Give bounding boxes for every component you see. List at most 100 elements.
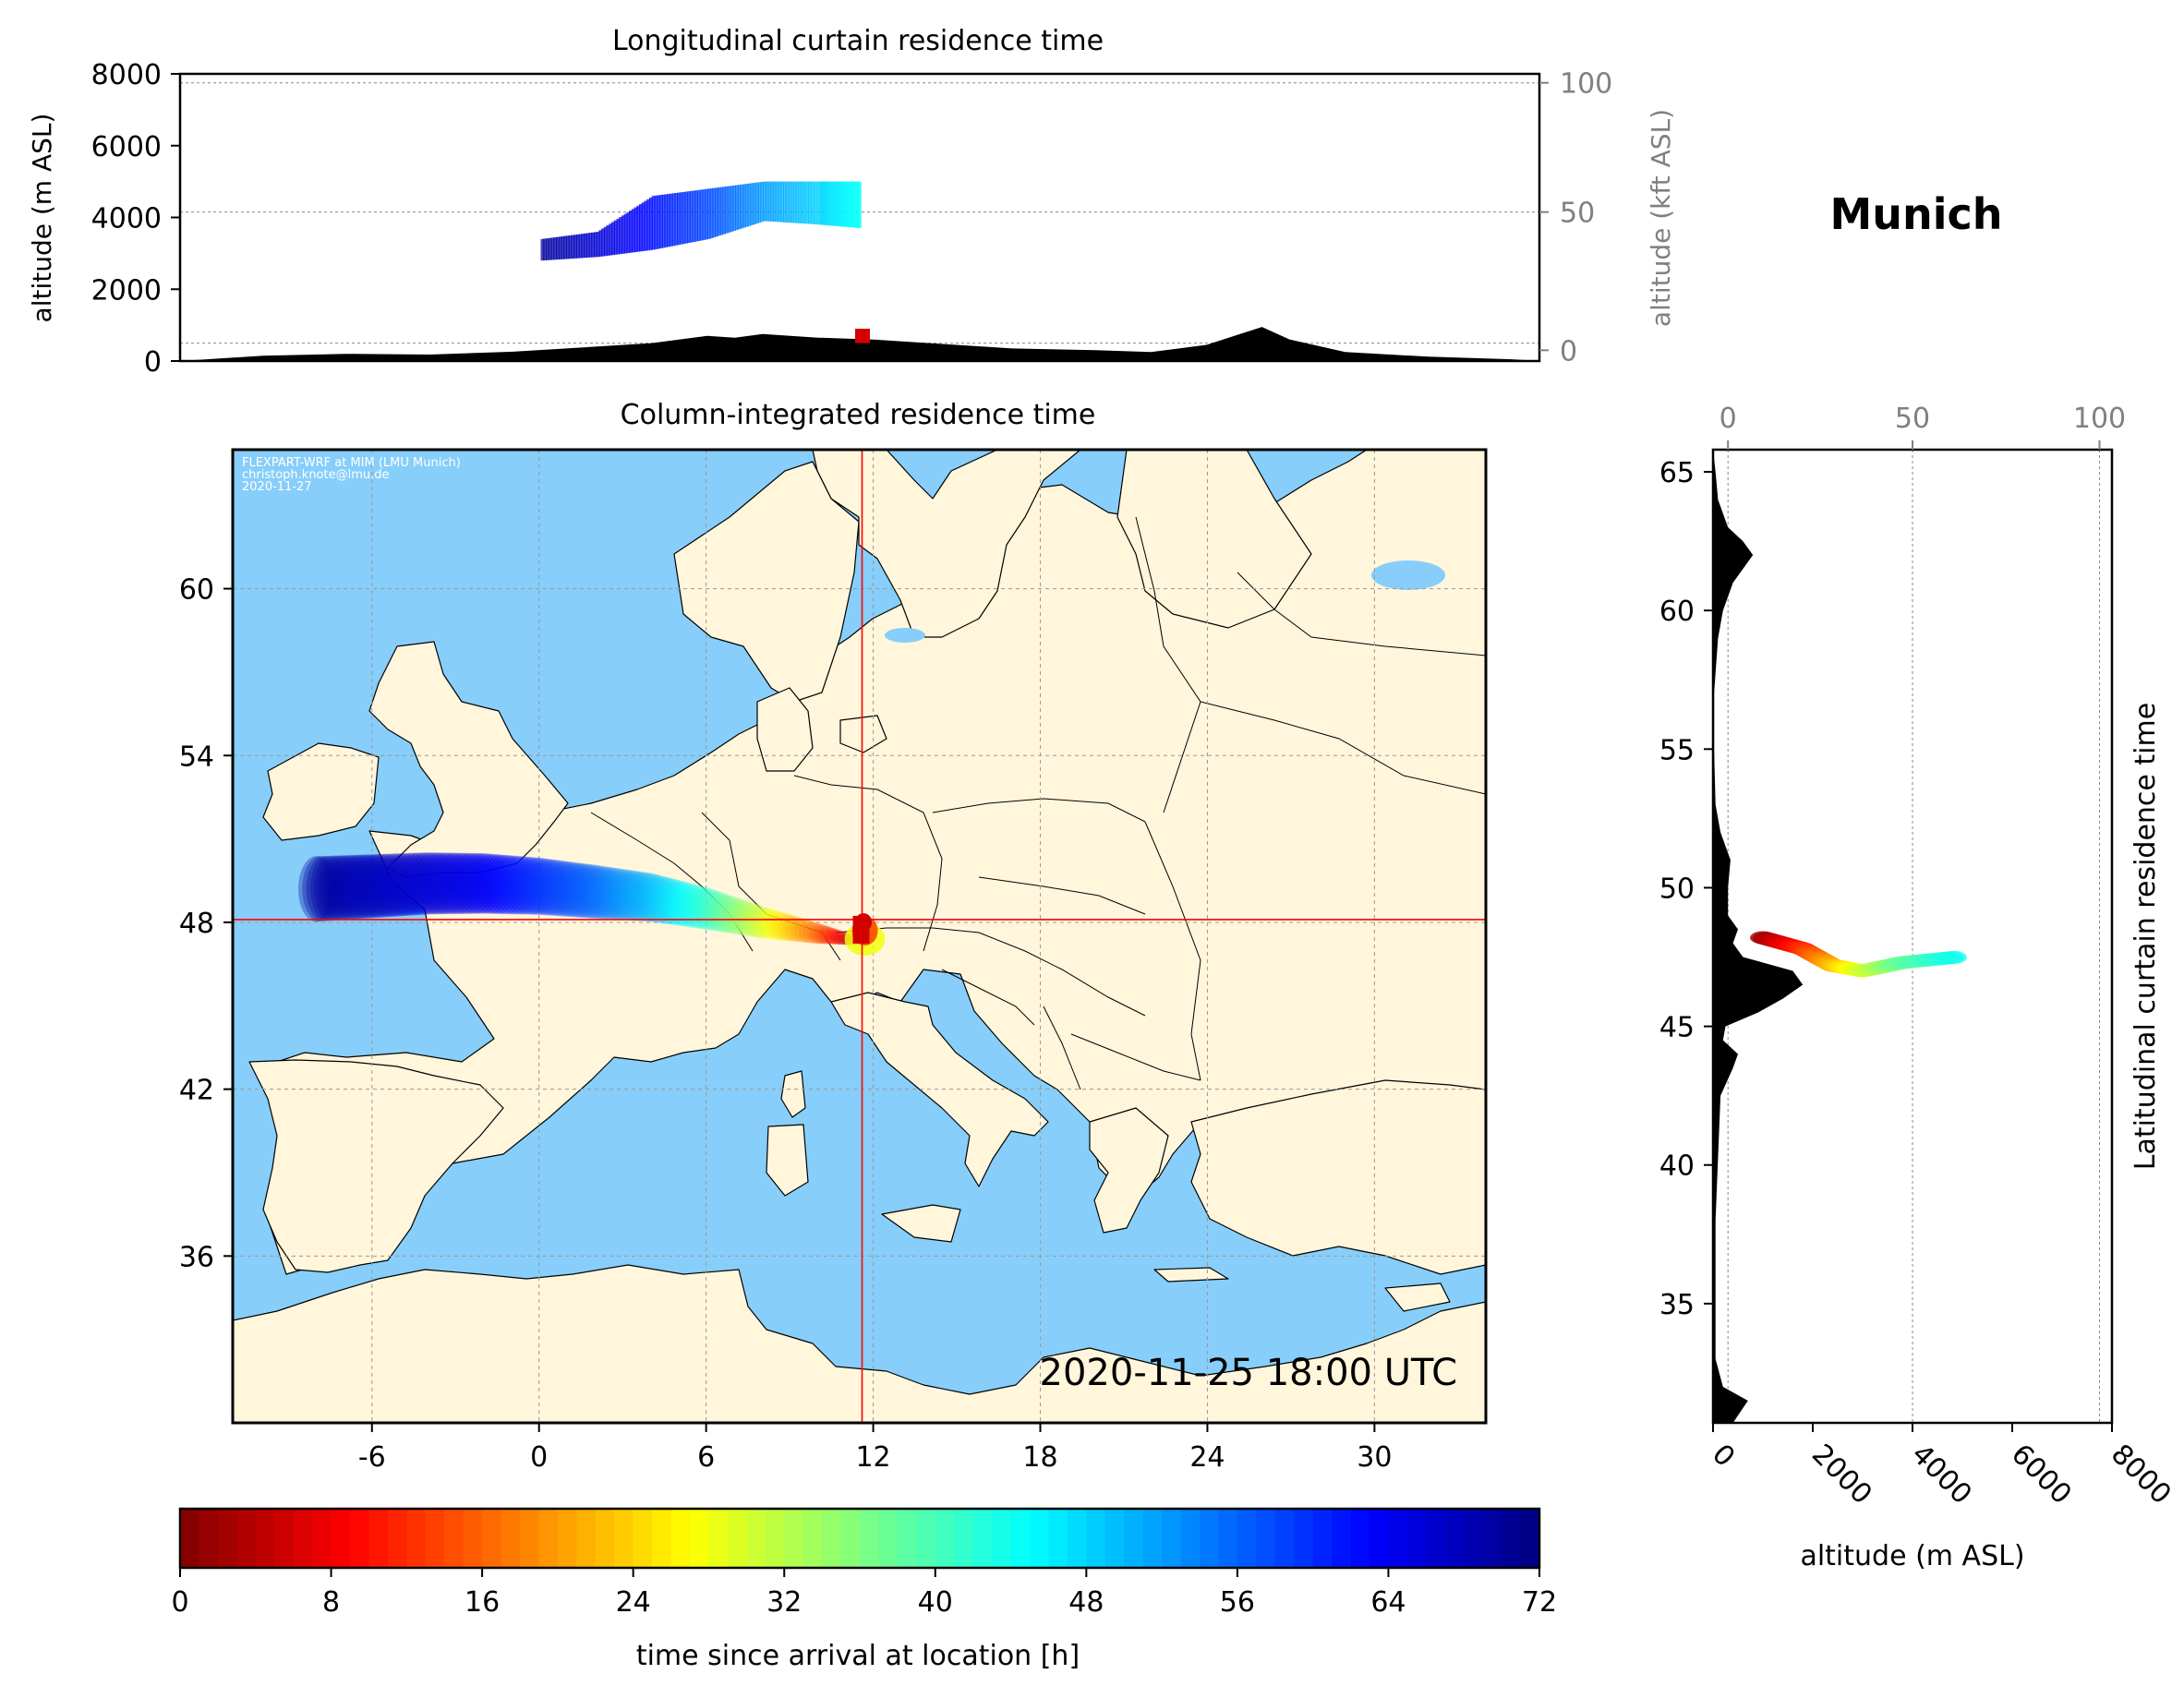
map-plume-point [643, 874, 674, 923]
colorbar-segment [312, 1509, 332, 1568]
map-gridlines [233, 450, 1486, 1423]
longitudinal-y-label-right: altitude (kft ASL) [1646, 109, 1676, 327]
longitudinal-plume-column [629, 211, 633, 253]
map-plume-point [724, 897, 752, 935]
longitudinal-plume-column [851, 181, 856, 228]
map-credit-line: christoph.knote@lmu.de [242, 468, 390, 482]
longitudinal-plume-column [603, 226, 608, 257]
map-plume-point [333, 854, 370, 920]
latitudinal-title: Latitudinal curtain residence time [2130, 703, 2162, 1170]
longitudinal-y-tick-label-right: 100 [1560, 68, 1612, 101]
colorbar-segment [501, 1509, 521, 1568]
colorbar-label: time since arrival at location [h] [636, 1640, 1080, 1672]
map-plume-point [378, 853, 414, 917]
colorbar-segment [822, 1509, 842, 1568]
colorbar-segment [614, 1509, 634, 1568]
map-plume-point [712, 894, 740, 933]
map-plume-point [627, 872, 658, 921]
longitudinal-plume-column [837, 181, 841, 227]
sicily [881, 1204, 961, 1243]
latitudinal-terrain-profile [1713, 450, 1804, 1423]
colorbar-panel: 0 8 16 24 32 40 48 56 64 72 time since arrival at… [171, 1507, 1557, 1672]
map-y-axis: 36 42 48 54 60 [179, 574, 233, 1273]
map-plume-point [802, 921, 825, 944]
colorbar-segment [1256, 1509, 1276, 1568]
colorbar-segment [1502, 1509, 1522, 1568]
colorbar-segment [690, 1509, 710, 1568]
lake-vanern [885, 628, 925, 643]
colorbar-frame [178, 1507, 1541, 1570]
map-plume-point [446, 852, 481, 914]
colorbar-segment [954, 1509, 974, 1568]
map-plume-point [586, 865, 619, 920]
map-plume-point [538, 860, 572, 917]
longitudinal-y-axis-right: 0 50 100 [1539, 68, 1612, 367]
longitudinal-plume-column [646, 199, 651, 251]
latitudinal-x-tick-label-top: 100 [2073, 403, 2126, 435]
latitudinal-y-axis: 35 40 45 50 55 60 65 [1659, 457, 1713, 1321]
colorbar-tick-label: 24 [616, 1586, 651, 1619]
longitudinal-y-label: altitude (m ASL) [27, 114, 57, 323]
latitudinal-x-tick-label: 8000 [2105, 1439, 2178, 1511]
longitudinal-plume-column [654, 195, 658, 249]
longitudinal-plume-column [767, 181, 772, 222]
map-plume-point [366, 853, 402, 918]
map-x-tick-label: 24 [1189, 1441, 1225, 1474]
map-x-tick-label: 30 [1357, 1441, 1392, 1474]
map-plume-point [745, 904, 771, 938]
map-plume-point [297, 856, 334, 922]
map-plume-point [720, 897, 748, 934]
map-plume-point [450, 852, 485, 914]
longitudinal-curtain-panel: Longitudinal curtain residence time 0 200… [27, 25, 1676, 379]
colorbar-segment [1388, 1509, 1408, 1568]
colorbar-segment [199, 1509, 219, 1568]
map-plume-point [429, 852, 465, 915]
colorbar-segment [802, 1509, 823, 1568]
map-plume-point [675, 883, 706, 928]
map-plume-point [550, 861, 584, 917]
colorbar-segment [557, 1509, 577, 1568]
longitudinal-plume-column [747, 183, 752, 226]
longitudinal-plume-column [779, 181, 784, 223]
cyprus [1384, 1283, 1451, 1312]
longitudinal-plume-column [581, 234, 585, 259]
longitudinal-y-axis: 0 2000 4000 6000 8000 [91, 59, 180, 379]
longitudinal-plume-column [661, 194, 666, 248]
map-plume-point [526, 858, 560, 916]
colorbar-segment [1048, 1509, 1068, 1568]
colorbar-tick-label: 72 [1522, 1586, 1557, 1619]
longitudinal-plume-column [639, 204, 644, 252]
map-plume-point [634, 873, 666, 922]
map-plume-point [510, 856, 544, 915]
map-plume-point [667, 881, 697, 927]
map-plume-point [814, 925, 835, 945]
colorbar-segment [1350, 1509, 1370, 1568]
map-plume-point [598, 867, 631, 921]
map-plume-point [338, 854, 374, 920]
map-plume-point [506, 856, 540, 915]
longitudinal-plume-column [732, 185, 737, 231]
colorbar-segment [1274, 1509, 1295, 1568]
map-plume-point [671, 882, 701, 927]
longitudinal-plume-column [719, 187, 724, 235]
longitudinal-plume-column [648, 197, 653, 250]
longitudinal-plume-column [792, 181, 797, 223]
latitudinal-y-tick-label: 45 [1659, 1012, 1695, 1044]
map-plume-point [582, 865, 615, 920]
lake-ladoga [1371, 560, 1445, 590]
colorbar-segment [1426, 1509, 1446, 1568]
map-plume-point [477, 854, 513, 914]
longitudinal-plume-column [709, 188, 714, 238]
longitudinal-plume-column [846, 181, 851, 227]
latitudinal-y-tick-label: 65 [1659, 457, 1695, 489]
longitudinal-plume-column [813, 181, 817, 224]
map-plume-point [570, 863, 603, 919]
colorbar-tick-label: 64 [1370, 1586, 1406, 1619]
longitudinal-plume-column [705, 188, 709, 240]
longitudinal-plume-column [819, 181, 824, 225]
map-x-tick-label: 18 [1022, 1441, 1057, 1474]
colorbar-segment [1520, 1509, 1540, 1568]
longitudinal-plume-column [760, 181, 765, 223]
longitudinal-plume-column [752, 183, 756, 224]
map-plume-point [501, 856, 537, 915]
